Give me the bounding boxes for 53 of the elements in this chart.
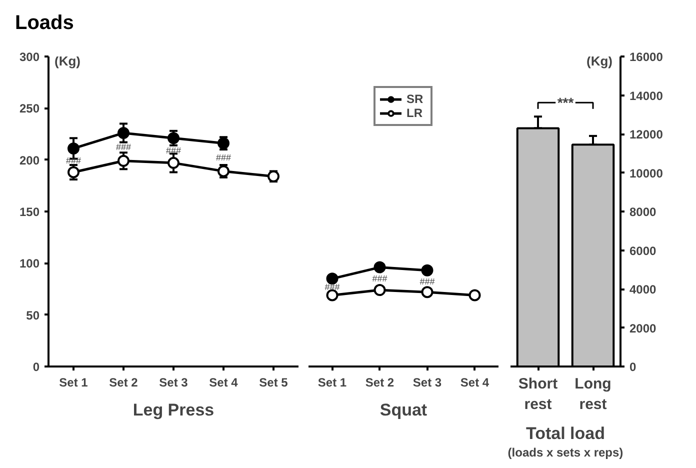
y-tick-label: 250 (19, 102, 40, 116)
y2-tick-label: 8000 (630, 205, 657, 219)
y-tick-label: 200 (19, 153, 40, 168)
point (68, 142, 80, 154)
point (374, 261, 386, 274)
x-tick-label: Set 4 (460, 376, 490, 390)
y2-tick-label: 4000 (630, 282, 657, 296)
annotation: *** (557, 94, 574, 111)
point (118, 154, 130, 167)
point (468, 289, 481, 302)
legend-label: SR (406, 92, 424, 106)
annotation: ### (420, 276, 435, 286)
legend-label: LR (406, 106, 424, 120)
y2-tick-label: 12000 (630, 128, 664, 142)
y2-tick-label: 6000 (630, 244, 657, 258)
x-axis-title: Squat (380, 400, 428, 420)
x-tick-label: Set 4 (209, 376, 238, 390)
point (374, 284, 386, 296)
y-tick-label: 50 (26, 308, 40, 322)
x-tick-label: Short rest (518, 376, 558, 413)
y2-tick-label: 10000 (630, 166, 664, 180)
x-tick-label: Set 3 (159, 376, 188, 390)
y2-tick-label: 2000 (630, 321, 657, 336)
y-tick-label: 300 (19, 50, 40, 64)
x-tick-label: Long rest (574, 376, 612, 413)
y2-tick-label: 16000 (630, 50, 664, 64)
y2-tick-label: 0 (630, 360, 636, 374)
annotation: ### (372, 274, 388, 284)
x-tick-label: Set 3 (412, 376, 442, 390)
y2-tick-label: 14000 (630, 88, 664, 103)
annotation: ### (66, 155, 82, 166)
x-axis-title: Total load (526, 424, 606, 443)
point (421, 264, 434, 276)
y-tick-label: 100 (19, 256, 40, 271)
x-tick-label: Set 1 (318, 376, 347, 390)
x-tick-label: Set 5 (259, 376, 288, 390)
point (326, 289, 338, 302)
point (118, 126, 130, 139)
annotation: ### (324, 282, 340, 292)
text: (loads x sets x reps) (508, 446, 624, 460)
annotation: ### (116, 142, 132, 152)
point (421, 286, 434, 298)
x-axis-title: Leg Press (132, 400, 214, 420)
x-tick-label: Set 2 (365, 376, 394, 390)
annotation: ### (166, 146, 182, 156)
point (168, 156, 180, 169)
x-tick-label: Set 1 (59, 376, 88, 390)
chart-title: Loads (15, 11, 74, 36)
y-tick-label: 0 (32, 360, 40, 374)
y-tick-label: 150 (19, 205, 40, 219)
x-tick-label: Set 2 (109, 376, 138, 390)
annotation: ### (216, 152, 232, 162)
point (168, 132, 180, 144)
